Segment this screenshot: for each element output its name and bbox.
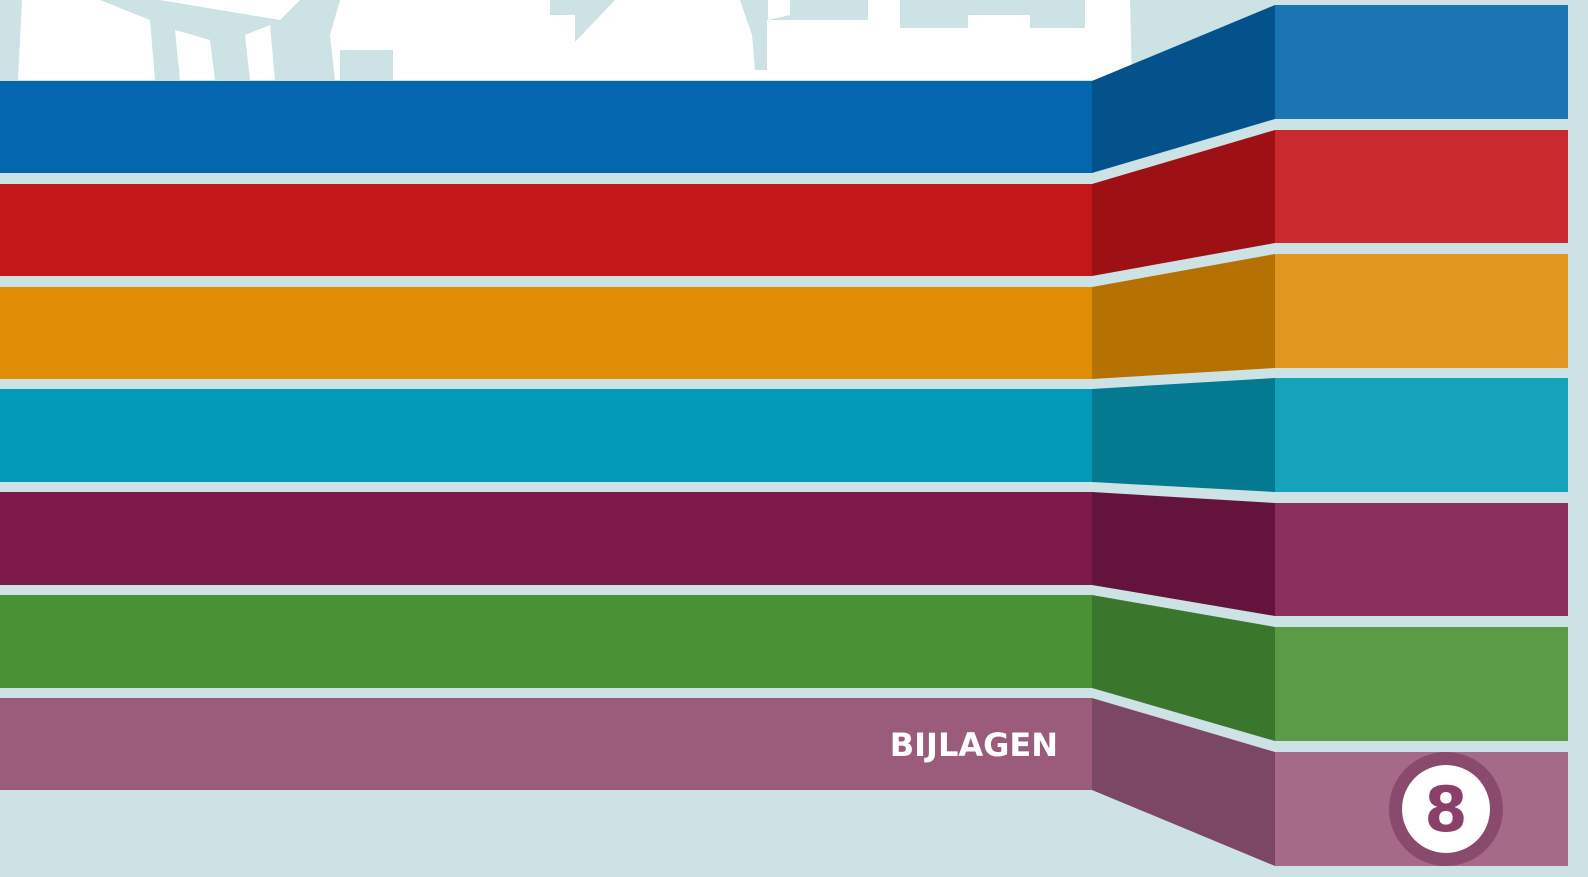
band-end [1275, 503, 1568, 616]
band [0, 287, 1092, 379]
band-fold [1092, 378, 1275, 492]
band-end [1275, 627, 1568, 741]
band-end [1275, 5, 1568, 119]
band [0, 184, 1092, 276]
band [0, 595, 1092, 688]
badge: 8 [1389, 752, 1503, 866]
section-number: 8 [1424, 773, 1467, 846]
band [0, 389, 1092, 482]
section-title: BIJLAGEN [890, 726, 1058, 764]
band [0, 81, 1092, 173]
building [340, 50, 393, 80]
page: 8 BIJLAGEN (() => { const data = JSON.pa… [0, 0, 1588, 877]
skyline [18, 0, 1132, 80]
band [0, 492, 1092, 585]
bands [0, 5, 1568, 866]
band-end [1275, 254, 1568, 368]
cover: 8 BIJLAGEN [0, 0, 1588, 877]
band-end [1275, 378, 1568, 492]
band-end [1275, 130, 1568, 243]
